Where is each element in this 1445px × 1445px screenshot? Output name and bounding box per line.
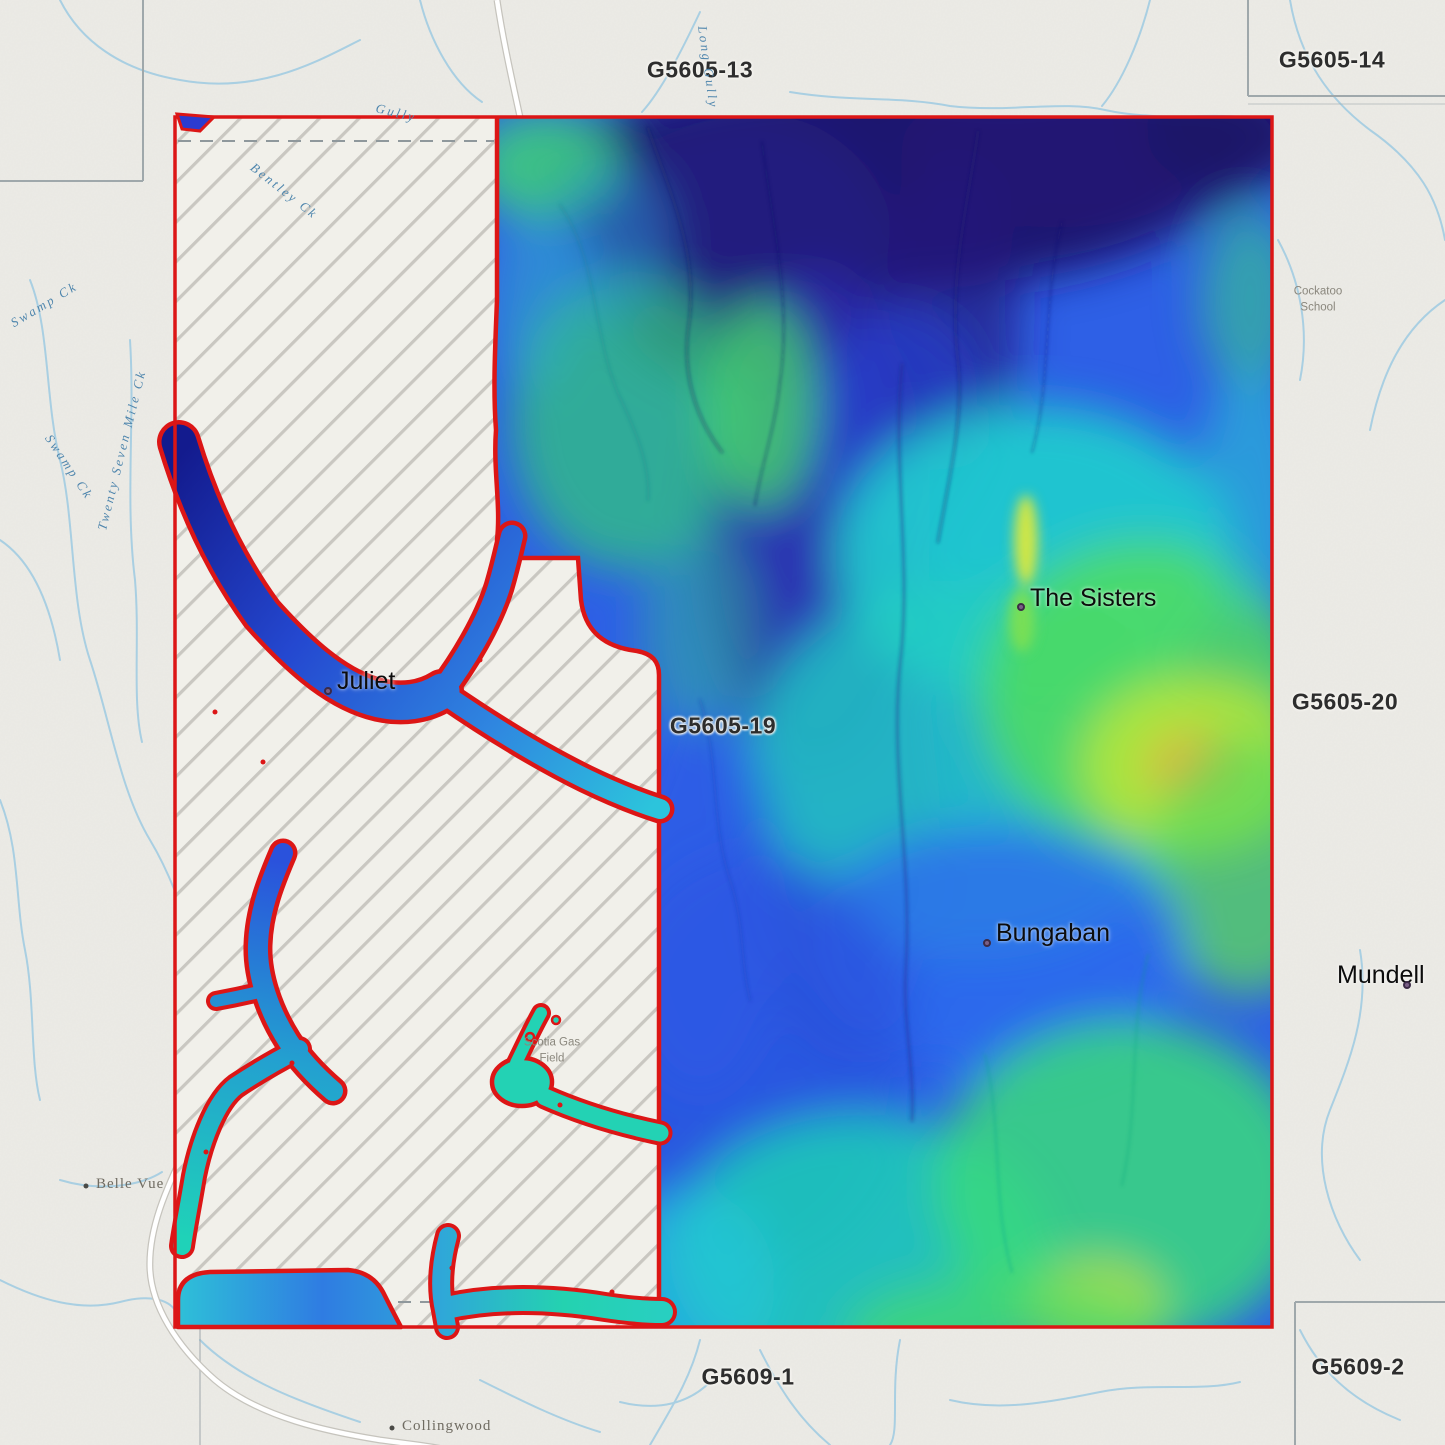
drainage-veins (558, 126, 1150, 1274)
place-label-collingwood: Collingwood (402, 1418, 492, 1434)
creek-label-twenty-seven-mile-ck: Twenty Seven Mile Ck (94, 368, 149, 532)
sheet-label-g5609-2: G5609-2 (1311, 1353, 1405, 1380)
place-marker-belle-vue (83, 1183, 89, 1189)
town-marker-juliet (324, 687, 332, 695)
town-label-juliet: Juliet (337, 667, 396, 695)
town-label-bungaban: Bungaban (996, 919, 1111, 947)
place-label-belle-vue: Belle Vue (96, 1176, 165, 1192)
roads (146, 0, 524, 1445)
creek-label-swamp-ck-2: Swamp Ck (42, 431, 97, 503)
sheet-label-g5605-19: G5605-19 (669, 712, 777, 739)
flood-channels (157, 420, 677, 1340)
sheet-label-g5609-1: G5609-1 (701, 1363, 795, 1390)
creek-label-bentley-ck: Bentley Ck (247, 159, 322, 222)
town-label-mundell: Mundell (1337, 961, 1425, 989)
creek-label-swamp-ck-1: Swamp Ck (7, 278, 81, 331)
project-boundary (173, 115, 1274, 1329)
place-label-cockatoo-school: Cockatoo School (1293, 285, 1343, 313)
place-label-scotia-gas-field: Scotia Gas Field (523, 1036, 581, 1064)
town-marker-mundell (1403, 981, 1411, 989)
creek-label-gully: Gully (374, 100, 419, 125)
town-marker-bungaban (983, 939, 991, 947)
place-marker-collingwood (389, 1425, 395, 1431)
sheet-label-g5605-14: G5605-14 (1278, 46, 1386, 73)
sheet-label-g5605-13: G5605-13 (646, 56, 754, 83)
sheet-label-g5605-20: G5605-20 (1291, 688, 1399, 715)
town-label-the-sisters: The Sisters (1030, 584, 1157, 612)
corner-sliver (174, 112, 218, 133)
town-marker-the-sisters (1017, 603, 1025, 611)
